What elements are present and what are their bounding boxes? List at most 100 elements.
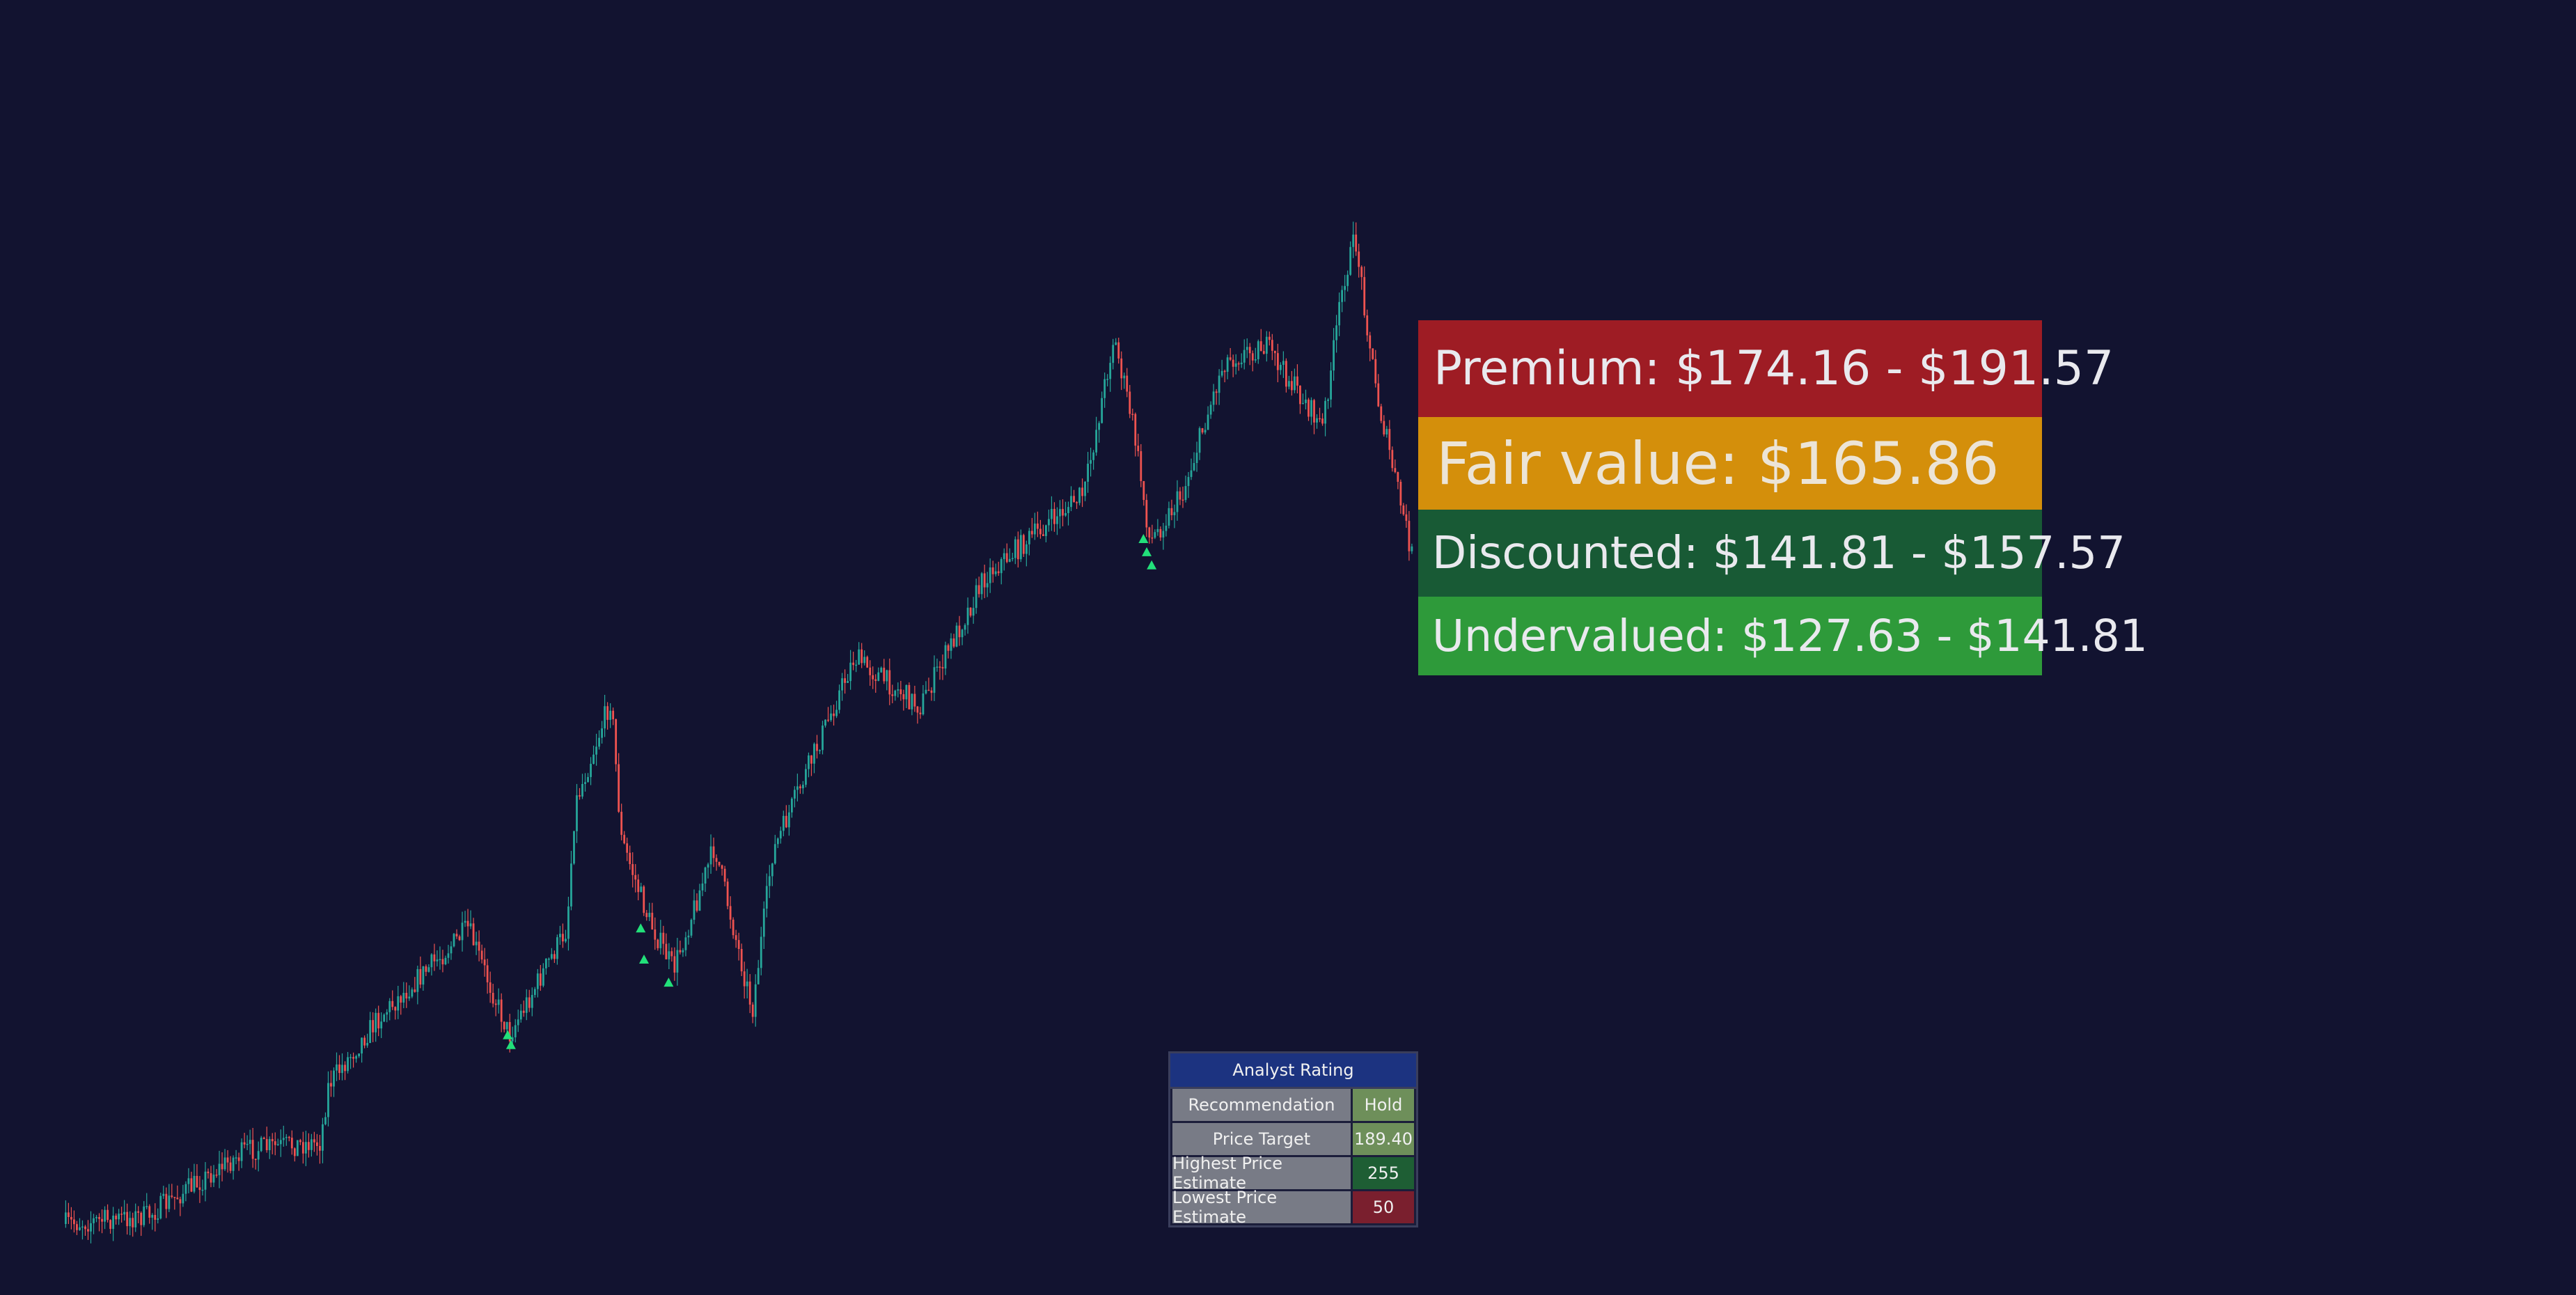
- candle-body: [249, 1140, 251, 1144]
- candle-body: [93, 1218, 95, 1223]
- candle-body: [830, 713, 832, 721]
- candle-body: [212, 1175, 215, 1183]
- candle-body: [1226, 357, 1229, 372]
- candle-body: [1212, 391, 1215, 405]
- candle-body: [651, 912, 654, 929]
- candle-body: [1294, 376, 1296, 391]
- candle-body: [1388, 429, 1391, 450]
- candle-body: [579, 795, 581, 797]
- candle-body: [369, 1020, 372, 1043]
- candle-body: [402, 992, 405, 1003]
- candle-body: [478, 941, 480, 951]
- candle-body: [1039, 528, 1042, 535]
- candle-body: [505, 1021, 508, 1030]
- candle-body: [726, 881, 729, 907]
- candle-body: [1291, 381, 1293, 391]
- candle-body: [1106, 379, 1109, 380]
- candle-body: [327, 1083, 329, 1117]
- candle-body: [581, 784, 583, 797]
- candle-body: [696, 900, 698, 911]
- candle-body: [146, 1206, 148, 1207]
- candle-body: [1240, 362, 1243, 365]
- candle-body: [64, 1212, 67, 1224]
- candle-body: [251, 1140, 254, 1159]
- candle-body: [1008, 558, 1011, 563]
- candle-body: [1067, 507, 1069, 513]
- candle-body: [629, 852, 631, 865]
- candle-body: [886, 670, 888, 682]
- candle-body: [1148, 527, 1151, 538]
- candle-body: [592, 754, 595, 764]
- candle-body: [1084, 481, 1086, 496]
- candle-body: [1101, 398, 1104, 423]
- candle-body: [486, 965, 489, 982]
- candle-body: [721, 865, 723, 869]
- candle-body: [662, 932, 665, 944]
- candle-body: [715, 858, 718, 862]
- candle-body: [869, 667, 872, 675]
- candle-body: [684, 937, 687, 950]
- candle-body: [618, 764, 620, 812]
- candle-body: [95, 1217, 97, 1218]
- candle-body: [874, 679, 877, 681]
- candle-body: [819, 750, 821, 751]
- candle-body: [1056, 516, 1058, 524]
- candle-body: [1307, 399, 1310, 417]
- candle-body: [925, 689, 927, 693]
- candle-body: [187, 1178, 190, 1184]
- candle-body: [1142, 480, 1145, 501]
- candle-body: [1193, 463, 1195, 471]
- candle-body: [1366, 315, 1369, 336]
- candle-body: [961, 629, 964, 638]
- candle-body: [1176, 491, 1179, 512]
- candle-body: [120, 1214, 123, 1215]
- candle-body: [1374, 359, 1377, 384]
- candle-body: [1062, 509, 1064, 516]
- candle-body: [748, 981, 751, 1005]
- candle-body: [1279, 365, 1282, 370]
- candle-body: [565, 939, 567, 942]
- candle-body: [936, 666, 938, 668]
- candle-body: [944, 645, 947, 669]
- candle-body: [897, 689, 900, 691]
- candle-body: [1201, 427, 1204, 433]
- candle-body: [1011, 558, 1014, 560]
- candle-body: [1109, 363, 1112, 379]
- candle-body: [87, 1229, 89, 1232]
- candle-body: [888, 670, 891, 695]
- candle-body: [670, 951, 673, 957]
- candle-body: [1003, 553, 1005, 560]
- candle-body: [1051, 508, 1053, 519]
- candle-body: [310, 1139, 313, 1150]
- candle-body: [757, 968, 760, 984]
- candle-body: [1215, 391, 1218, 393]
- candle-body: [1333, 340, 1335, 371]
- candle-body: [1282, 361, 1285, 366]
- candle-body: [1377, 383, 1380, 407]
- candle-body: [411, 989, 414, 997]
- candle-body: [584, 782, 586, 785]
- candle-body: [469, 923, 472, 927]
- candle-body: [223, 1157, 226, 1170]
- candle-body: [503, 1021, 505, 1030]
- candle-body: [1335, 325, 1338, 340]
- candle-body: [790, 799, 793, 813]
- candle-body: [1232, 359, 1234, 367]
- candle-body: [623, 835, 626, 844]
- row-label: Lowest Price Estimate: [1172, 1188, 1351, 1227]
- candle-body: [151, 1214, 154, 1218]
- candle-body: [796, 786, 799, 790]
- candle-body: [196, 1175, 198, 1188]
- candle-body: [1184, 486, 1187, 501]
- candle-body: [751, 1004, 754, 1017]
- candle-body: [776, 838, 779, 845]
- row-value: 255: [1353, 1157, 1414, 1189]
- candle-body: [905, 684, 908, 700]
- candle-body: [394, 1007, 397, 1011]
- candle-body: [1195, 453, 1198, 464]
- candle-body: [184, 1184, 187, 1194]
- candle-body: [1405, 514, 1408, 521]
- candle-body: [1218, 375, 1220, 393]
- candle-body: [1095, 430, 1098, 453]
- candle-body: [293, 1148, 296, 1156]
